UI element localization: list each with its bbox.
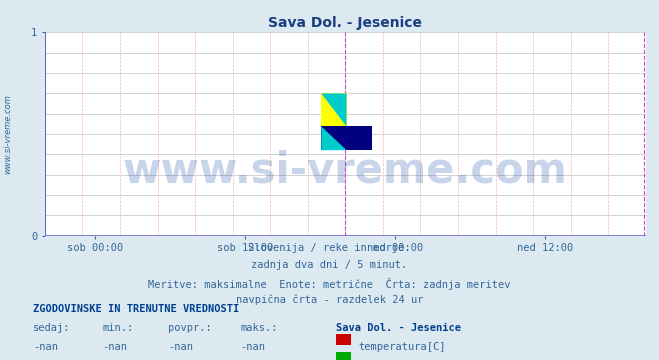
Text: www.si-vreme.com: www.si-vreme.com xyxy=(3,94,12,174)
Text: -nan: -nan xyxy=(168,342,193,352)
Text: sedaj:: sedaj: xyxy=(33,323,71,333)
Text: zadnja dva dni / 5 minut.: zadnja dva dni / 5 minut. xyxy=(251,260,408,270)
Bar xyxy=(322,94,347,126)
Text: Slovenija / reke in morje.: Slovenija / reke in morje. xyxy=(248,243,411,253)
Text: -nan: -nan xyxy=(241,342,266,352)
Bar xyxy=(322,126,372,150)
Text: povpr.:: povpr.: xyxy=(168,323,212,333)
Text: maks.:: maks.: xyxy=(241,323,278,333)
Text: -nan: -nan xyxy=(33,342,58,352)
Text: Meritve: maksimalne  Enote: metrične  Črta: zadnja meritev: Meritve: maksimalne Enote: metrične Črta… xyxy=(148,278,511,289)
Text: temperatura[C]: temperatura[C] xyxy=(358,342,446,352)
Text: -nan: -nan xyxy=(102,342,127,352)
Text: navpična črta - razdelek 24 ur: navpična črta - razdelek 24 ur xyxy=(236,295,423,305)
Text: Sava Dol. - Jesenice: Sava Dol. - Jesenice xyxy=(336,323,461,333)
Title: Sava Dol. - Jesenice: Sava Dol. - Jesenice xyxy=(268,16,422,30)
Text: ZGODOVINSKE IN TRENUTNE VREDNOSTI: ZGODOVINSKE IN TRENUTNE VREDNOSTI xyxy=(33,304,239,314)
Text: min.:: min.: xyxy=(102,323,133,333)
Text: www.si-vreme.com: www.si-vreme.com xyxy=(123,150,568,192)
Polygon shape xyxy=(322,126,347,150)
Polygon shape xyxy=(322,94,347,126)
